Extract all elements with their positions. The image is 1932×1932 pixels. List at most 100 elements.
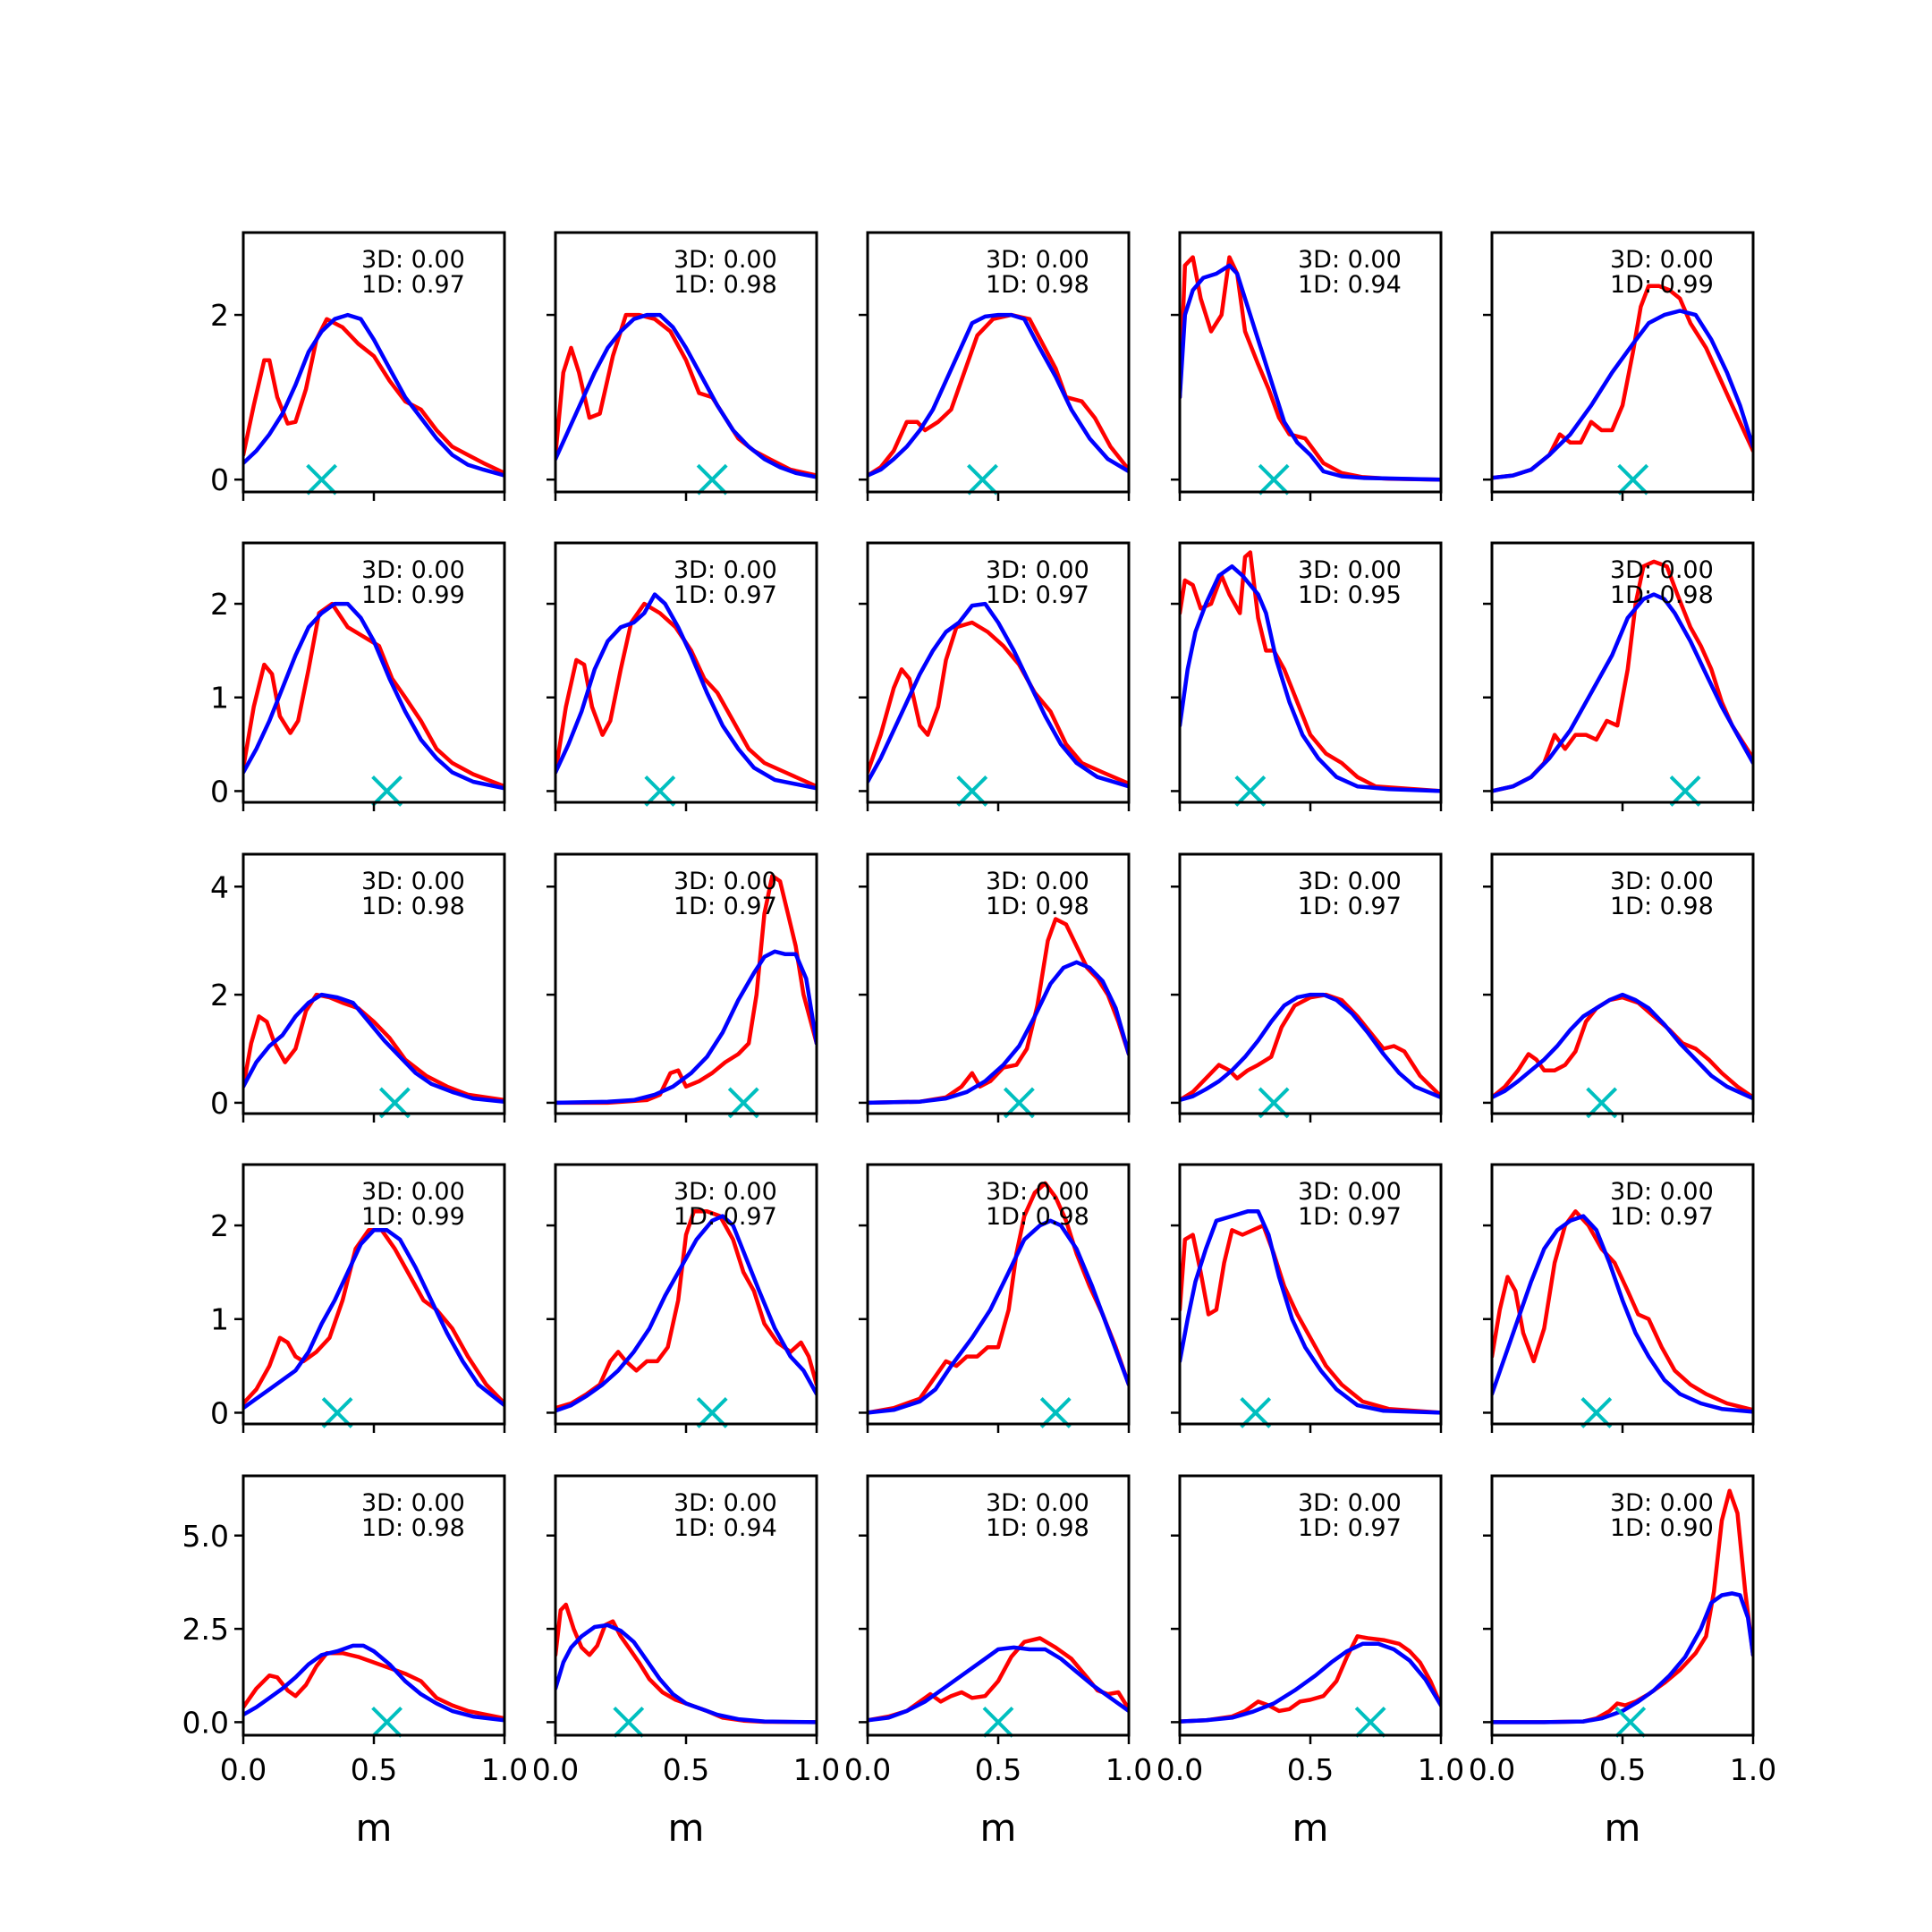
x-marker-stroke xyxy=(1614,1706,1647,1738)
x-tick-label: 1.0 xyxy=(793,1752,840,1787)
annotation-3d: 3D: 0.00 xyxy=(1298,1178,1402,1206)
series-b-line xyxy=(1180,1641,1441,1724)
series-b-line xyxy=(243,992,504,1104)
x-marker xyxy=(967,463,998,496)
panel-plot-area xyxy=(868,1636,1129,1723)
annotation-3d: 3D: 0.00 xyxy=(361,1489,465,1517)
annotation-3d: 3D: 0.00 xyxy=(1610,1489,1714,1517)
panel-plot-area xyxy=(243,601,504,791)
annotation-3d: 3D: 0.00 xyxy=(674,556,777,584)
x-marker-stroke xyxy=(644,775,676,807)
annotation-3d: 3D: 0.00 xyxy=(1298,1489,1402,1517)
y-tick-label: 2 xyxy=(210,978,229,1013)
annotation-1d: 1D: 0.98 xyxy=(1610,893,1714,920)
y-tick-label: 4 xyxy=(210,869,229,904)
annotation-1d: 1D: 0.98 xyxy=(361,1514,465,1542)
x-marker xyxy=(321,1397,353,1428)
y-tick-label: 2 xyxy=(210,298,229,333)
x-marker-stroke xyxy=(982,1706,1014,1738)
x-axis-label: m xyxy=(1605,1806,1641,1850)
annotation-1d: 1D: 0.99 xyxy=(1610,271,1714,299)
x-marker-stroke xyxy=(1234,775,1267,807)
panel-plot-area xyxy=(1180,992,1441,1103)
panel-plot-area xyxy=(243,312,504,478)
x-marker xyxy=(696,1397,728,1428)
x-marker xyxy=(1614,1706,1647,1738)
series-a-line xyxy=(1492,284,1753,480)
x-marker xyxy=(956,775,988,807)
series-b-line xyxy=(555,592,817,791)
x-tick-label: 1.0 xyxy=(1730,1752,1776,1787)
x-marker-stroke xyxy=(1039,1397,1072,1428)
annotation-3d: 3D: 0.00 xyxy=(674,1178,777,1206)
x-marker xyxy=(613,1706,645,1738)
series-a-line xyxy=(555,1209,817,1411)
x-marker-stroke xyxy=(956,775,988,807)
series-b-line xyxy=(868,960,1129,1106)
series-b-line xyxy=(243,601,504,791)
annotation-1d: 1D: 0.98 xyxy=(674,271,777,299)
annotation-3d: 3D: 0.00 xyxy=(986,246,1089,274)
annotation-3d: 3D: 0.00 xyxy=(361,556,465,584)
x-marker xyxy=(1258,463,1290,496)
y-tick-label: 2 xyxy=(210,587,229,622)
x-marker-stroke xyxy=(1580,1397,1613,1428)
x-tick-label: 1.0 xyxy=(481,1752,528,1787)
series-b-line xyxy=(1180,564,1441,793)
annotation-1d: 1D: 0.97 xyxy=(674,581,777,609)
panel-plot-area xyxy=(555,592,817,791)
x-axis-label: m xyxy=(1292,1806,1329,1850)
series-a-line xyxy=(868,312,1129,478)
annotation-1d: 1D: 0.97 xyxy=(361,271,465,299)
x-marker-stroke xyxy=(1669,775,1701,807)
annotation-1d: 1D: 0.97 xyxy=(674,1203,777,1231)
series-b-line xyxy=(555,1214,817,1413)
series-a-line xyxy=(243,1228,504,1406)
annotation-1d: 1D: 0.97 xyxy=(986,581,1089,609)
x-marker xyxy=(371,1706,403,1738)
x-marker-stroke xyxy=(371,1706,403,1738)
annotation-3d: 3D: 0.00 xyxy=(361,868,465,895)
panel-plot-area xyxy=(1180,1209,1441,1415)
x-tick-label: 1.0 xyxy=(1418,1752,1464,1787)
panel-plot-area xyxy=(243,992,504,1104)
x-marker xyxy=(644,775,676,807)
series-b-line xyxy=(868,312,1129,478)
series-b-line xyxy=(1180,1209,1441,1415)
annotation-1d: 1D: 0.90 xyxy=(1610,1514,1714,1542)
x-marker xyxy=(1580,1397,1613,1428)
panel-plot-area xyxy=(243,1228,504,1411)
annotation-3d: 3D: 0.00 xyxy=(1298,556,1402,584)
annotation-3d: 3D: 0.00 xyxy=(986,868,1089,895)
panel-plot-area xyxy=(1492,1488,1753,1724)
annotation-3d: 3D: 0.00 xyxy=(986,1489,1089,1517)
series-a-line xyxy=(243,601,504,789)
series-b-line xyxy=(1492,1591,1753,1724)
x-marker-stroke xyxy=(1258,463,1290,496)
y-tick-label: 2 xyxy=(210,1208,229,1243)
annotation-3d: 3D: 0.00 xyxy=(1610,1178,1714,1206)
annotation-1d: 1D: 0.97 xyxy=(674,893,777,920)
y-tick-label: 0 xyxy=(210,1395,229,1430)
x-tick-label: 0.0 xyxy=(1469,1752,1515,1787)
annotation-1d: 1D: 0.98 xyxy=(986,893,1089,920)
x-axis-label: m xyxy=(356,1806,393,1850)
x-marker-stroke xyxy=(613,1706,645,1738)
panel-plot-area xyxy=(555,1602,817,1724)
series-a-line xyxy=(243,1650,504,1721)
x-tick-label: 0.0 xyxy=(532,1752,579,1787)
annotation-3d: 3D: 0.00 xyxy=(986,556,1089,584)
